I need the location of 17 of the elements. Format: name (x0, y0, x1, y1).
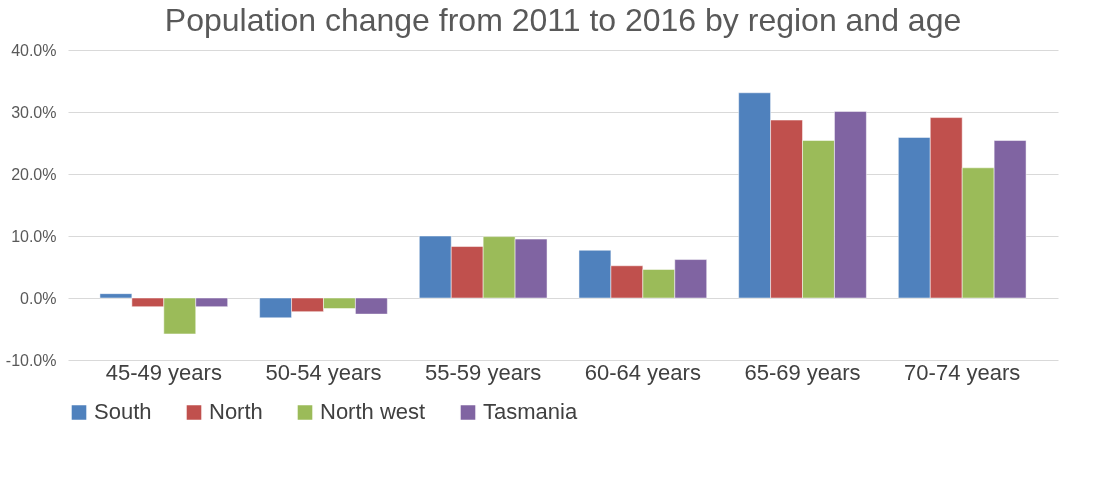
chart-title: Population change from 2011 to 2016 by region and age (164, 2, 962, 38)
legend-label: Tasmania (483, 399, 578, 425)
x-tick-label: 65-69 years (744, 359, 861, 385)
x-tick-label: 70-74 years (904, 359, 1021, 385)
y-tick-label: 20.0% (11, 165, 57, 183)
x-tick-label: 50-54 years (265, 359, 382, 385)
legend-label: South (94, 399, 152, 425)
x-tick-label: 55-59 years (425, 359, 542, 385)
x-tick-label: 60-64 years (584, 359, 701, 385)
y-tick-label: -10.0% (5, 351, 57, 369)
x-tick-label: 45-49 years (105, 359, 222, 385)
legend-label: North west (320, 399, 426, 425)
y-tick-label: 10.0% (11, 227, 57, 245)
legend-label: North (209, 399, 263, 425)
y-tick-label: 40.0% (11, 41, 57, 59)
y-tick-label: 30.0% (11, 103, 57, 121)
y-tick-label: 0.0% (20, 289, 57, 307)
